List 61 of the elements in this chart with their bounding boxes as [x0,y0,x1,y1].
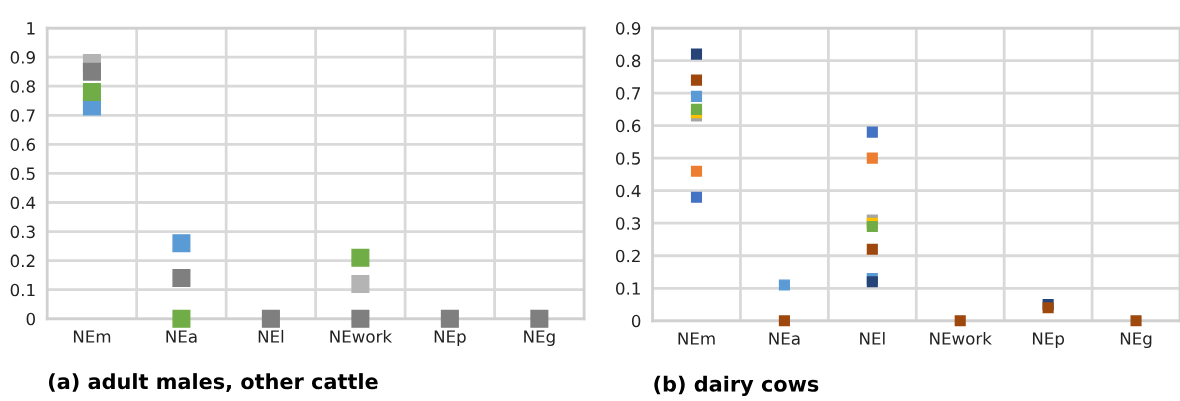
y-tick-label: 0 [26,312,35,326]
y-tick-label: 0.6 [616,119,641,133]
y-tick-label: 0.4 [616,184,641,198]
point [82,62,101,81]
point [866,220,878,233]
y-tick-label: 0.5 [10,167,35,180]
point [530,309,549,328]
point [690,90,703,102]
y-tick-label: 0.5 [616,152,640,165]
point [954,315,966,327]
point [1130,315,1142,327]
point [172,269,191,288]
y-tick-label: 0.7 [10,109,35,122]
x-tick-label: NEm [73,330,111,343]
point [866,126,878,138]
x-tick-label: NEa [769,332,800,345]
x-tick-label: NEa [166,330,197,343]
y-tick-label: 0.6 [10,138,36,151]
x-tick-label: NEg [1120,332,1152,349]
point [351,274,370,293]
point [440,309,459,328]
point [866,152,878,164]
y-tick-label: 0.8 [616,54,641,68]
y-tick-label: 0.1 [616,282,640,295]
text: (a) adult males, other cattle [48,373,378,392]
y-tick-label: 0 [631,314,641,328]
point [690,103,703,115]
point [690,191,703,203]
x-tick-label: NEl [860,331,885,345]
x-tick-label: NEm [678,332,715,345]
point [172,234,191,253]
point [690,74,703,86]
y-tick-label: 0.9 [616,22,641,35]
point [82,83,101,102]
x-tick-label: NEwork [930,331,992,345]
y-tick-label: 0.3 [616,217,641,230]
point [351,309,370,328]
point [172,309,191,328]
y-tick-label: 0.8 [10,80,35,93]
y-tick-label: 0.2 [616,249,640,263]
point [866,276,878,288]
point [866,243,878,255]
text: (b) dairy cows [654,375,819,396]
x-tick-label: NEg [524,330,555,347]
point [351,248,370,267]
y-tick-label: 0.3 [10,225,35,239]
x-tick-label: NEp [1032,332,1065,349]
point [778,279,790,291]
point [690,165,703,177]
y-tick-label: 0.7 [616,87,641,100]
point [778,315,790,327]
x-tick-label: NEl [258,329,284,343]
y-tick-label: 0.9 [10,51,35,64]
point [690,48,703,60]
y-tick-label: 1 [27,22,35,35]
point [261,309,280,328]
x-tick-label: NEwork [330,329,393,343]
y-tick-label: 0.4 [10,196,36,210]
y-tick-label: 0.2 [10,254,35,268]
y-tick-label: 0.1 [10,283,35,297]
x-tick-label: NEp [434,330,466,347]
